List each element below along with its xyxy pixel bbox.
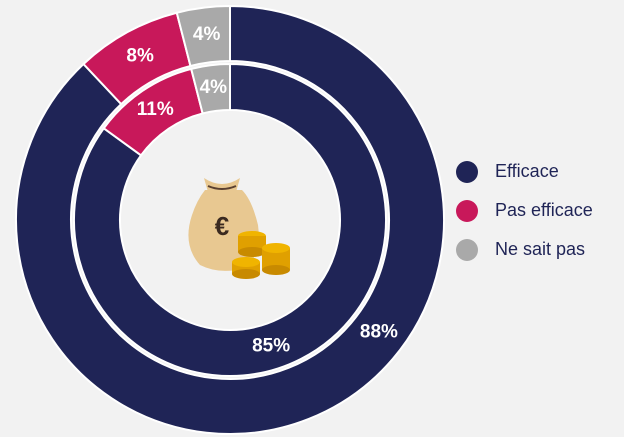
value-label: 4% (193, 24, 221, 45)
value-label: 8% (126, 46, 154, 67)
legend-label: Efficace (495, 161, 559, 181)
value-label: 11% (137, 99, 174, 120)
value-label: 85% (252, 336, 290, 357)
value-label: 4% (200, 77, 228, 98)
chart: 88% 8% 4% 85% 11% 4% € Efficace Pas efficace Ne… (0, 0, 624, 437)
legend-marker (456, 161, 478, 183)
value-label: 88% (360, 321, 398, 342)
legend-marker (456, 239, 478, 261)
svg-text:€: € (215, 211, 229, 241)
legend-label: Ne sait pas (495, 239, 585, 259)
legend-label: Pas efficace (495, 200, 593, 220)
legend-marker (456, 200, 478, 222)
